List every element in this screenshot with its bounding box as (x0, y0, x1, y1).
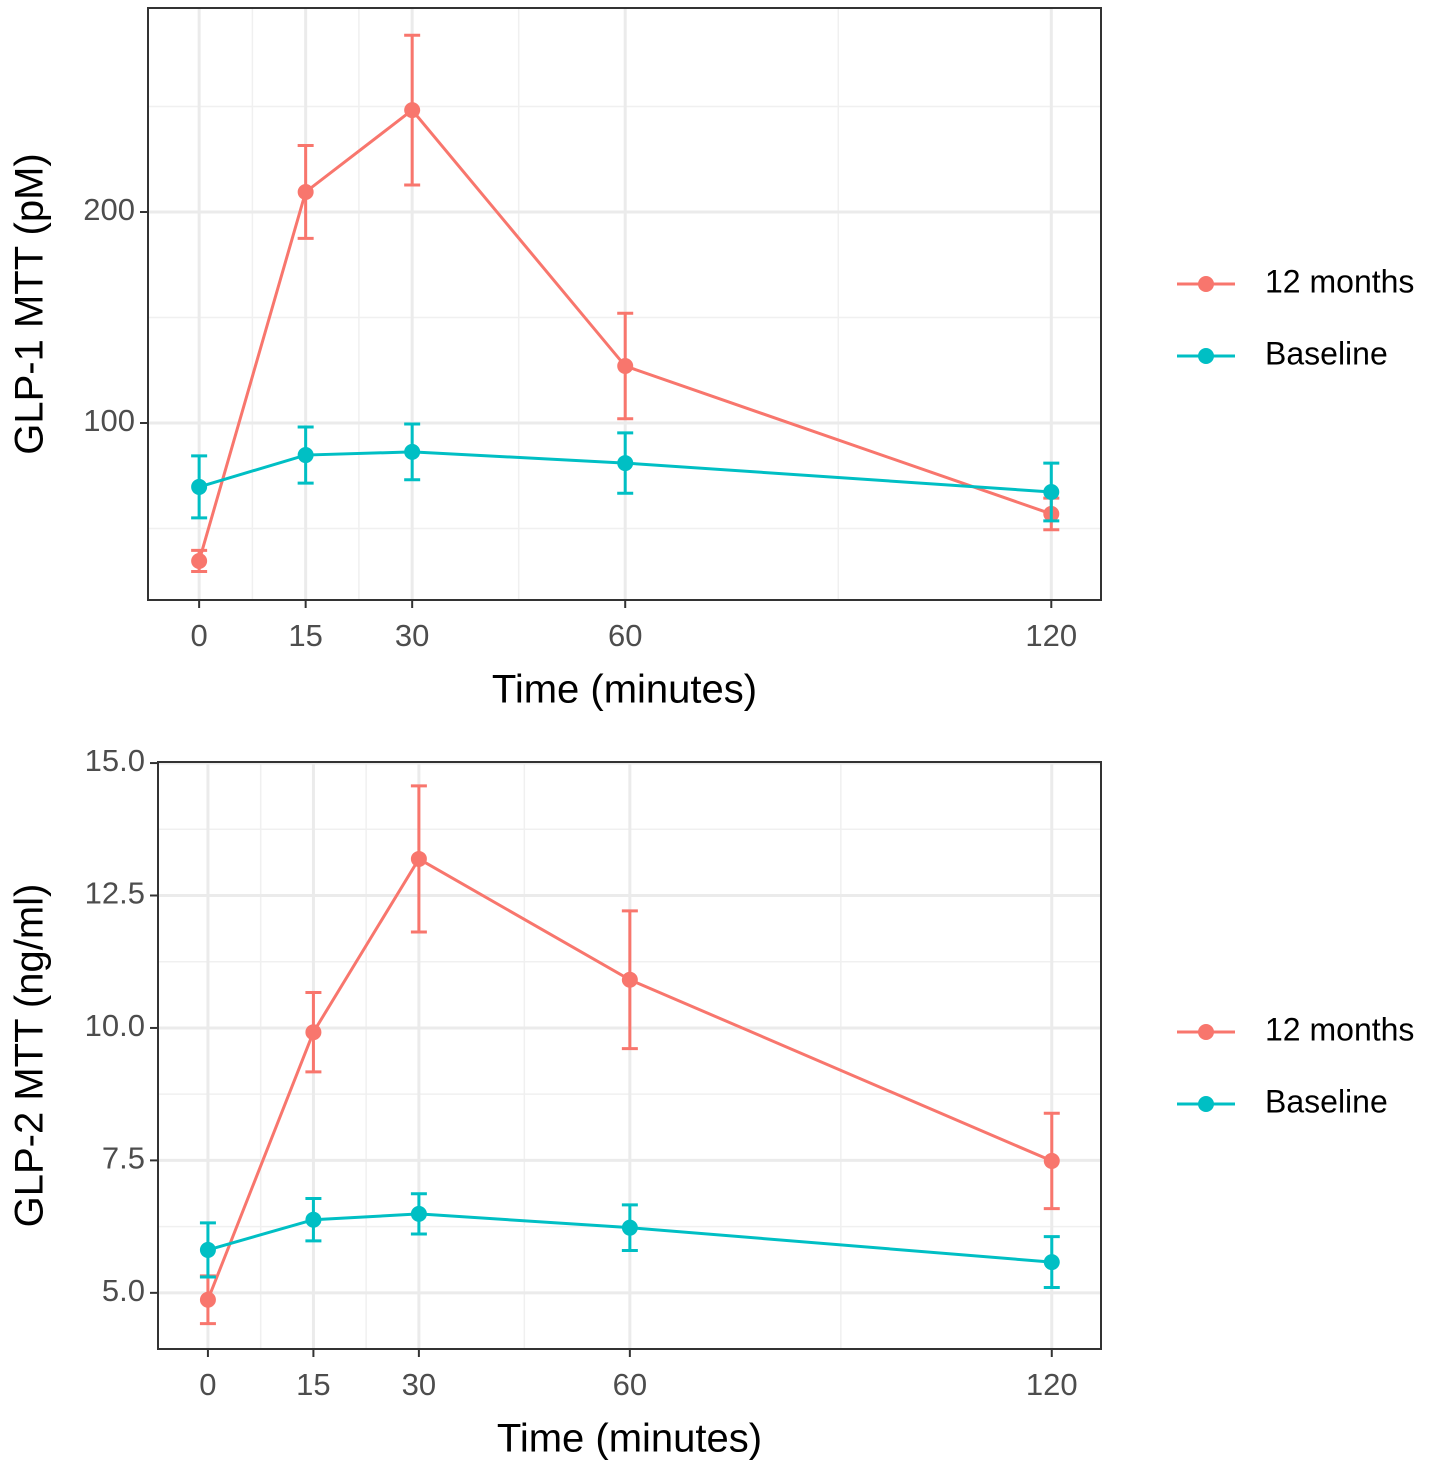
x-tick-label: 120 (1026, 1367, 1078, 1402)
chart: 5.0 7.5 10.0 12.5 15.0 0 15 30 60 120 Time (minute… (8, 743, 1415, 1460)
x-tick-label: 60 (613, 1367, 647, 1402)
legend-point (1198, 348, 1214, 364)
x-tick-label: 0 (199, 1367, 216, 1402)
point (617, 455, 634, 472)
y-tick-label: 5.0 (102, 1273, 145, 1308)
x-tick-label: 30 (402, 1367, 436, 1402)
x-tick-label: 30 (395, 618, 429, 653)
plot-border (147, 7, 1102, 601)
point (1043, 1254, 1060, 1271)
legend-label: 12 months (1265, 263, 1414, 299)
point (410, 1205, 427, 1222)
point (617, 358, 634, 375)
x-tick-label: 60 (608, 618, 642, 653)
point (305, 1024, 322, 1041)
legend-label: Baseline (1265, 335, 1388, 371)
legend-label: Baseline (1265, 1083, 1388, 1119)
point (404, 443, 421, 460)
point (1043, 1152, 1060, 1169)
point (297, 183, 314, 200)
point (1043, 483, 1060, 500)
y-tick-label: 7.5 (102, 1141, 145, 1176)
x-tick-label: 15 (296, 1367, 330, 1402)
y-axis-title: GLP-2 MTT (ng/ml) (8, 884, 52, 1228)
y-tick-label: 12.5 (85, 876, 145, 911)
point (621, 1219, 638, 1236)
point (191, 552, 208, 569)
legend-point (1198, 1096, 1214, 1112)
chart: 100 200 0 15 30 60 120 Time (minutes) GLP-1 MTT … (8, 7, 1414, 712)
legend-point (1198, 1024, 1214, 1040)
y-tick-label: 200 (83, 192, 135, 227)
x-axis-title: Time (minutes) (492, 668, 757, 712)
point (297, 447, 314, 464)
point (305, 1211, 322, 1228)
point (621, 971, 638, 988)
y-tick-label: 15.0 (85, 743, 145, 778)
x-axis-title: Time (minutes) (497, 1417, 762, 1461)
legend-label: 12 months (1265, 1011, 1414, 1047)
x-tick-label: 0 (191, 618, 208, 653)
point (404, 102, 421, 119)
legend-point (1198, 276, 1214, 292)
y-tick-label: 10.0 (85, 1008, 145, 1043)
point (191, 478, 208, 495)
x-tick-label: 120 (1025, 618, 1077, 653)
y-tick-label: 100 (83, 403, 135, 438)
y-axis-title: GLP-1 MTT (pM) (8, 153, 52, 455)
point (410, 850, 427, 867)
point (199, 1241, 216, 1258)
plot-border (157, 761, 1102, 1350)
point (199, 1291, 216, 1308)
x-tick-label: 15 (288, 618, 322, 653)
